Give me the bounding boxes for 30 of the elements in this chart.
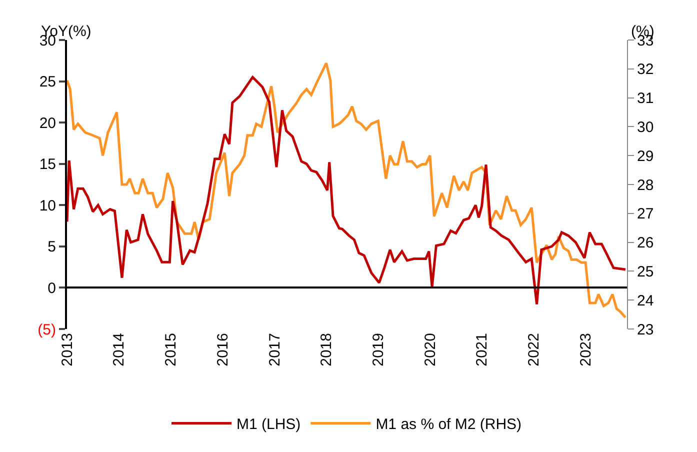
y2-tick-label: 28 <box>637 176 654 194</box>
x-tick-label: 2013 <box>58 333 76 366</box>
y2-tick-label: 30 <box>637 118 654 136</box>
y-tick-label: (5) <box>38 321 56 338</box>
x-tick-label: 2017 <box>266 333 284 366</box>
y2-tick-label: 23 <box>637 321 654 338</box>
x-tick-label: 2022 <box>526 333 543 366</box>
y2-tick-label: 25 <box>637 263 654 280</box>
legend-label: M1 as % of M2 (RHS) <box>376 416 522 434</box>
y2-tick-label: 31 <box>637 90 654 108</box>
y-tick-label: 25 <box>39 74 56 91</box>
x-tick-label: 2014 <box>110 333 128 366</box>
y2-tick-label: 24 <box>637 292 654 310</box>
x-tick-label: 2018 <box>318 333 336 366</box>
x-tick-label: 2021 <box>474 333 491 366</box>
y2-tick-label: 26 <box>637 234 654 252</box>
y-tick-label: 0 <box>48 280 56 297</box>
y2-tick-label: 29 <box>637 148 654 165</box>
x-tick-label: 2015 <box>162 333 180 366</box>
y-tick-label: 5 <box>48 238 56 256</box>
x-tick-label: 2020 <box>422 333 439 366</box>
x-tick-label: 2019 <box>370 333 387 366</box>
y2-tick-label: 32 <box>637 61 654 78</box>
x-tick-label: 2016 <box>214 333 232 366</box>
y-tick-label: 15 <box>39 156 56 174</box>
y2-tick-label: 27 <box>637 206 654 223</box>
x-tick-label: 2023 <box>577 333 594 366</box>
y-tick-label: 10 <box>39 197 56 214</box>
legend-label: M1 (LHS) <box>236 416 301 434</box>
y-tick-label: 20 <box>39 114 56 132</box>
